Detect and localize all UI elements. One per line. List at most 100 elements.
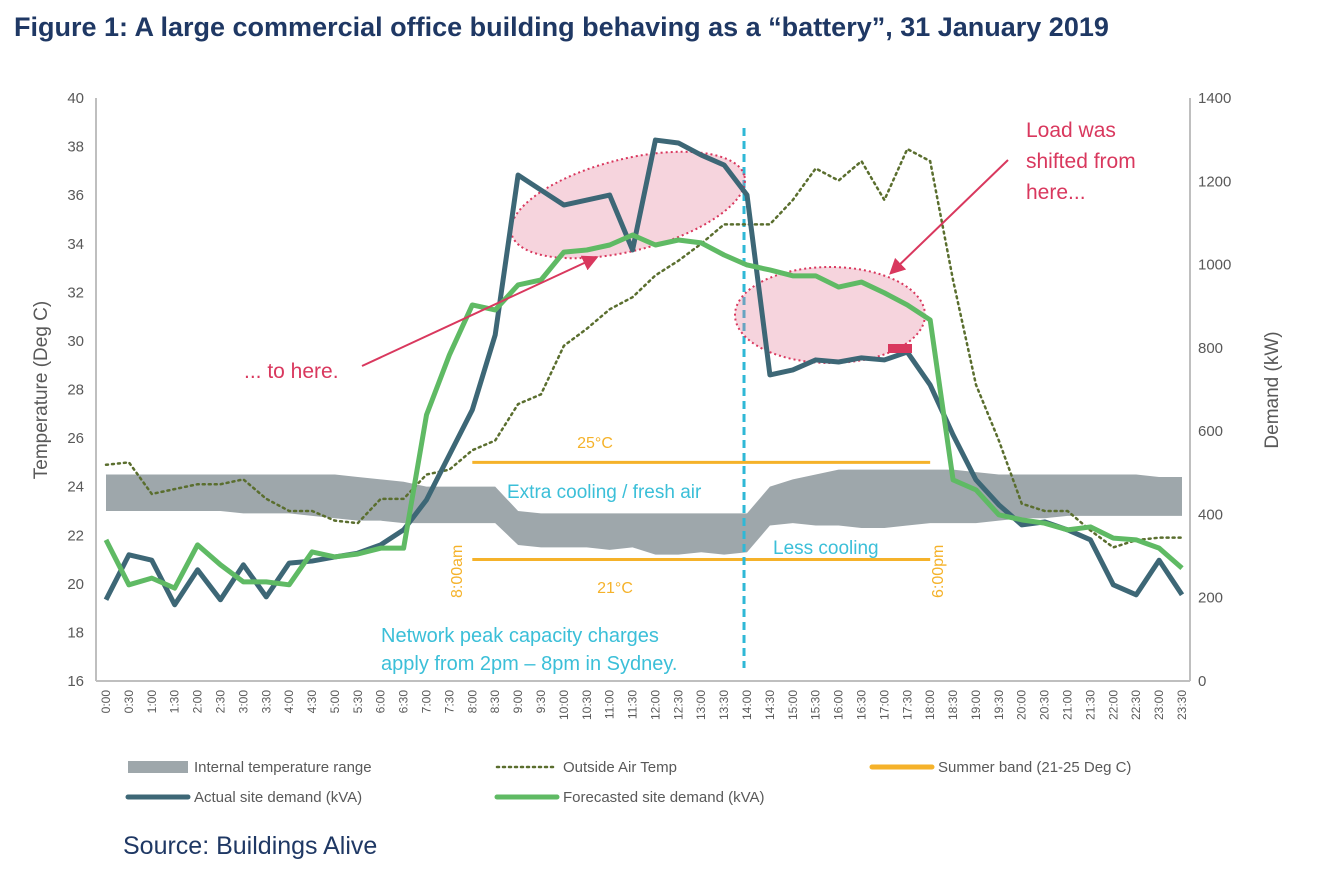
internal-temperature-band bbox=[106, 469, 1182, 555]
legend-label: Outside Air Temp bbox=[563, 759, 677, 776]
x-tick-label: 8:30 bbox=[488, 690, 502, 714]
x-tick-label: 12:00 bbox=[648, 690, 662, 720]
marker bbox=[888, 344, 912, 353]
y-tick-label: 36 bbox=[67, 187, 84, 204]
band-21-label: 21°C bbox=[597, 580, 633, 597]
y-tick-label: 16 bbox=[67, 673, 84, 690]
x-tick-label: 0:00 bbox=[99, 690, 113, 714]
y2-axis-title: Demand (kW) bbox=[1262, 331, 1283, 448]
x-tick-label: 3:00 bbox=[236, 690, 250, 714]
y2-tick-label: 0 bbox=[1198, 673, 1206, 690]
x-tick-label: 17:30 bbox=[900, 690, 914, 720]
extra-cooling-label: Extra cooling / fresh air bbox=[507, 482, 702, 503]
x-tick-label: 16:00 bbox=[832, 690, 846, 720]
shifted-to-ellipse bbox=[510, 150, 746, 260]
x-tick-label: 21:00 bbox=[1061, 690, 1075, 720]
x-tick-label: 23:00 bbox=[1152, 690, 1166, 720]
legend-label: Forecasted site demand (kVA) bbox=[563, 789, 764, 806]
x-tick-label: 19:00 bbox=[969, 690, 983, 720]
y-tick-label: 22 bbox=[67, 527, 84, 544]
source-caption: Source: Buildings Alive bbox=[123, 832, 378, 860]
x-tick-label: 5:00 bbox=[328, 690, 342, 714]
x-tick-label: 2:30 bbox=[213, 690, 227, 714]
x-tick-label: 11:30 bbox=[626, 690, 640, 719]
x-tick-label: 13:00 bbox=[694, 690, 708, 720]
x-tick-label: 3:30 bbox=[259, 690, 273, 714]
y2-tick-label: 200 bbox=[1198, 590, 1223, 607]
to-here-arrow bbox=[361, 255, 599, 367]
x-tick-label: 12:30 bbox=[671, 690, 685, 720]
less-cooling-label: Less cooling bbox=[773, 538, 879, 559]
x-tick-label: 8:00 bbox=[465, 690, 479, 714]
y2-tick-label: 1200 bbox=[1198, 173, 1231, 190]
x-tick-label: 14:00 bbox=[740, 690, 754, 720]
y-tick-label: 34 bbox=[67, 236, 84, 253]
y-tick-label: 20 bbox=[67, 576, 84, 593]
x-tick-label: 15:30 bbox=[809, 690, 823, 720]
shifted-from-arrow bbox=[889, 159, 1009, 275]
y2-tick-label: 800 bbox=[1198, 340, 1223, 357]
x-tick-label: 7:30 bbox=[442, 690, 456, 714]
y-tick-label: 40 bbox=[67, 90, 84, 107]
network-note-line-1: Network peak capacity charges bbox=[381, 625, 659, 647]
x-tick-label: 14:30 bbox=[763, 690, 777, 720]
x-tick-label: 5:30 bbox=[351, 690, 365, 714]
x-tick-label: 21:30 bbox=[1083, 690, 1097, 720]
x-tick-label: 11:00 bbox=[603, 690, 617, 719]
forecast-demand-line bbox=[103, 232, 1184, 591]
y-tick-label: 38 bbox=[67, 139, 84, 156]
y2-tick-label: 1000 bbox=[1198, 257, 1231, 274]
legend-label: Actual site demand (kVA) bbox=[194, 789, 362, 806]
x-tick-label: 13:30 bbox=[717, 690, 731, 720]
x-tick-label: 20:30 bbox=[1038, 690, 1052, 720]
x-tick-label: 23:30 bbox=[1175, 690, 1189, 720]
x-tick-label: 6:30 bbox=[397, 690, 411, 714]
band-25-label: 25°C bbox=[577, 435, 613, 452]
load-shifted-label-1: Load was bbox=[1026, 119, 1116, 142]
x-tick-label: 10:30 bbox=[580, 690, 594, 720]
legend-label: Summer band (21-25 Deg C) bbox=[938, 759, 1131, 776]
x-tick-label: 18:00 bbox=[923, 690, 937, 720]
x-tick-label: 9:30 bbox=[534, 690, 548, 714]
x-tick-label: 22:30 bbox=[1129, 690, 1143, 720]
y2-tick-label: 400 bbox=[1198, 506, 1223, 523]
network-note-line-2: apply from 2pm – 8pm in Sydney. bbox=[381, 653, 677, 675]
x-tick-label: 4:00 bbox=[282, 690, 296, 714]
x-tick-label: 19:30 bbox=[992, 690, 1006, 720]
outside-air-temp-line bbox=[104, 147, 1184, 549]
x-tick-label: 7:00 bbox=[420, 690, 434, 714]
legend-swatch bbox=[128, 761, 188, 773]
start-time-label: 8:00am bbox=[449, 545, 466, 598]
load-shifted-label-2: shifted from bbox=[1026, 150, 1136, 173]
figure-title: Figure 1: A large commercial office buil… bbox=[14, 12, 1109, 42]
load-shifted-label-3: here... bbox=[1026, 181, 1086, 204]
y-tick-label: 26 bbox=[67, 430, 84, 447]
x-tick-label: 22:00 bbox=[1106, 690, 1120, 720]
x-tick-label: 1:30 bbox=[168, 690, 182, 714]
x-tick-label: 16:30 bbox=[854, 690, 868, 720]
legend-label: Internal temperature range bbox=[194, 759, 372, 776]
x-tick-label: 0:30 bbox=[122, 690, 136, 714]
y-axis-title: Temperature (Deg C) bbox=[31, 301, 52, 479]
x-tick-label: 9:00 bbox=[511, 690, 525, 714]
x-tick-label: 20:00 bbox=[1015, 690, 1029, 720]
y-tick-label: 32 bbox=[67, 284, 84, 301]
actual-demand-line bbox=[103, 137, 1185, 608]
x-tick-label: 2:00 bbox=[191, 690, 205, 714]
y2-tick-label: 600 bbox=[1198, 423, 1223, 440]
x-tick-label: 17:00 bbox=[877, 690, 891, 720]
y-tick-label: 24 bbox=[67, 479, 84, 496]
x-tick-label: 4:30 bbox=[305, 690, 319, 714]
x-tick-label: 15:00 bbox=[786, 690, 800, 720]
y-tick-label: 30 bbox=[67, 333, 84, 350]
x-tick-label: 10:00 bbox=[557, 690, 571, 720]
x-tick-label: 6:00 bbox=[374, 690, 388, 714]
to-here-label: ... to here. bbox=[244, 360, 339, 383]
y2-tick-label: 1400 bbox=[1198, 90, 1231, 107]
end-time-label: 6:00pm bbox=[930, 545, 947, 598]
x-tick-label: 1:00 bbox=[145, 690, 159, 714]
x-tick-label: 18:30 bbox=[946, 690, 960, 720]
y-tick-label: 18 bbox=[67, 624, 84, 641]
y-tick-label: 28 bbox=[67, 382, 84, 399]
